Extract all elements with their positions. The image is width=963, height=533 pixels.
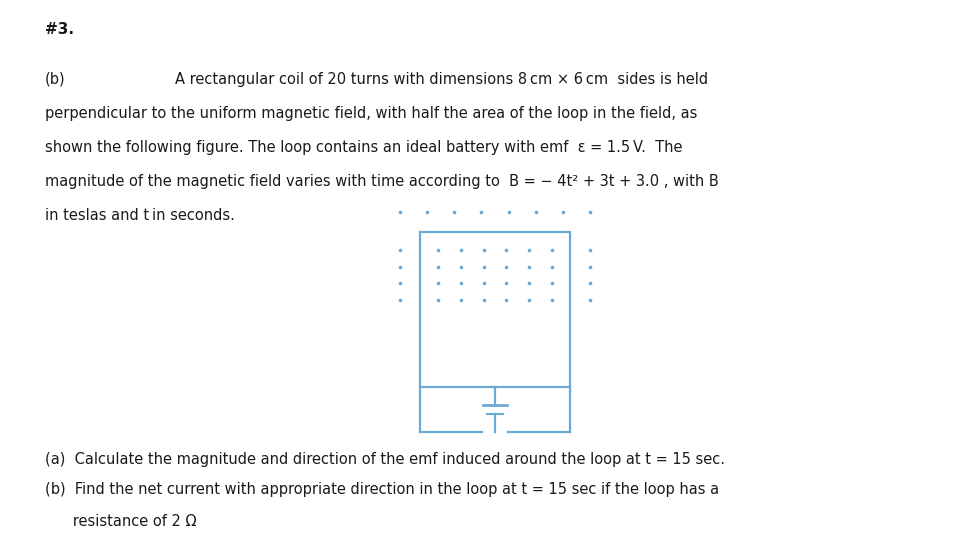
Text: A rectangular coil of 20 turns with dimensions 8 cm × 6 cm  sides is held: A rectangular coil of 20 turns with dime… xyxy=(175,72,708,87)
Text: (b): (b) xyxy=(45,72,65,87)
Text: (b)  Find the net current with appropriate direction in the loop at t = 15 sec i: (b) Find the net current with appropriat… xyxy=(45,482,719,497)
Text: magnitude of the magnetic field varies with time according to  B = − 4t² + 3t + : magnitude of the magnetic field varies w… xyxy=(45,174,718,189)
Bar xyxy=(420,232,570,387)
Text: (a)  Calculate the magnitude and direction of the emf induced around the loop at: (a) Calculate the magnitude and directio… xyxy=(45,452,725,467)
Text: resistance of 2 Ω: resistance of 2 Ω xyxy=(45,514,196,529)
Text: perpendicular to the uniform magnetic field, with half the area of the loop in t: perpendicular to the uniform magnetic fi… xyxy=(45,106,697,121)
Text: in teslas and t in seconds.: in teslas and t in seconds. xyxy=(45,208,235,223)
Text: shown the following figure. The loop contains an ideal battery with emf  ε = 1.5: shown the following figure. The loop con… xyxy=(45,140,683,155)
Text: #3.: #3. xyxy=(45,22,74,37)
